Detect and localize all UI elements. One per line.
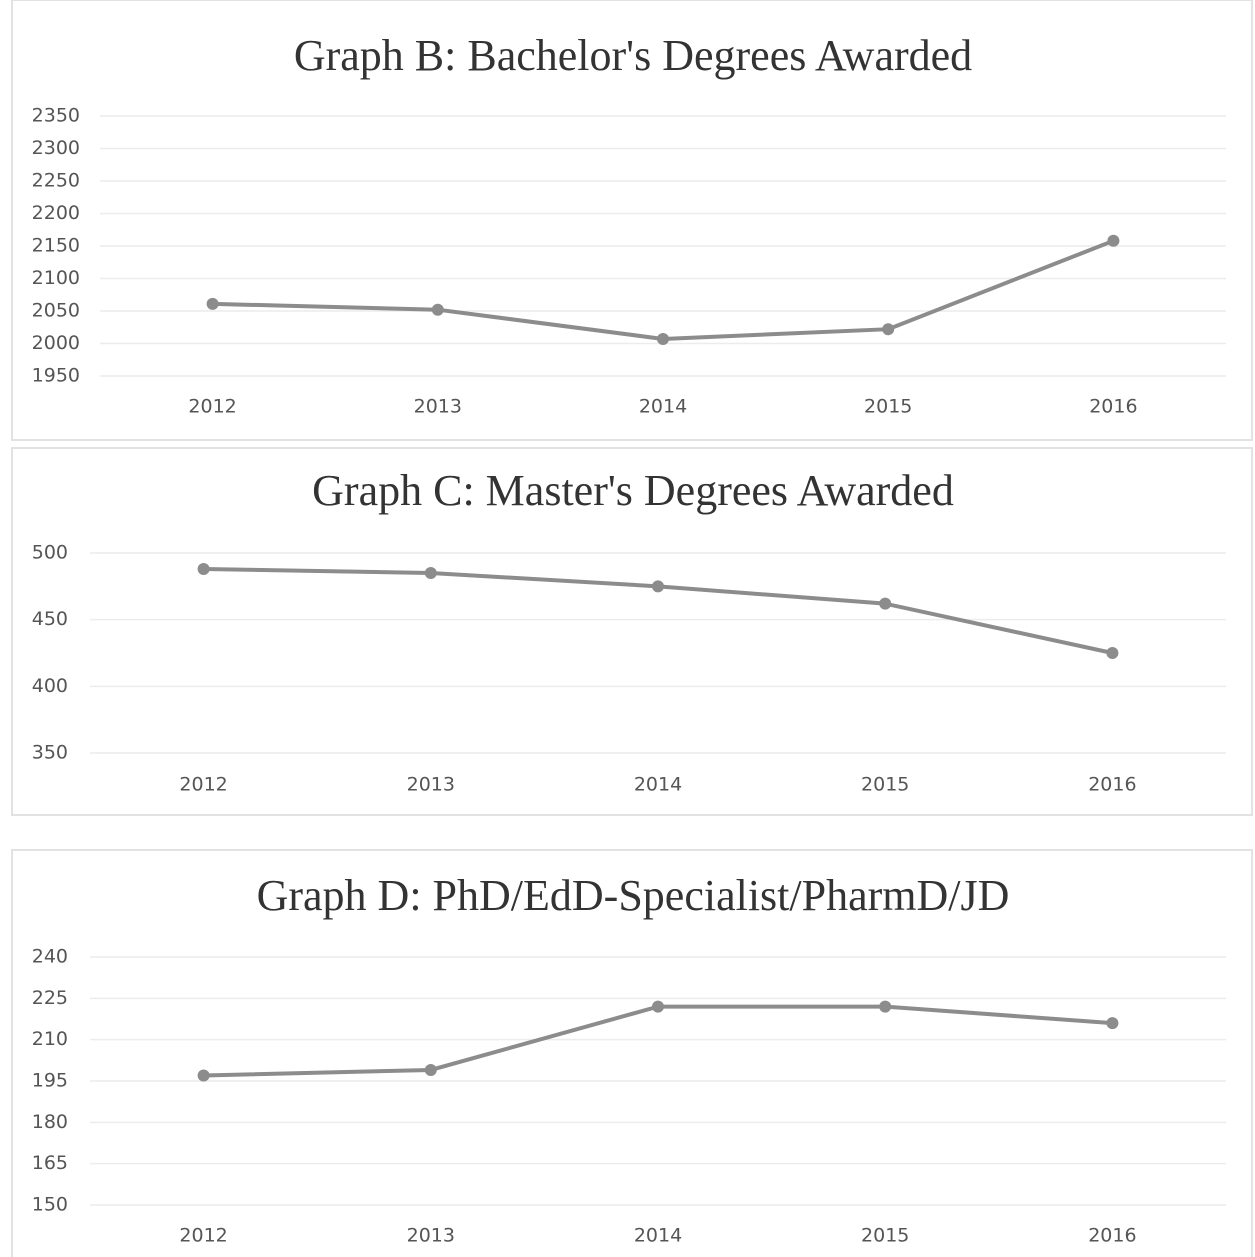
x-tick-label: 2013 <box>407 1225 455 1247</box>
y-tick-label: 195 <box>32 1070 68 1092</box>
data-point <box>657 332 669 345</box>
x-tick-label: 2016 <box>1088 1225 1136 1247</box>
panel <box>11 0 1253 441</box>
panel <box>11 849 1253 1257</box>
y-tick-label: 150 <box>32 1194 68 1216</box>
data-point <box>424 567 437 579</box>
x-tick-label: 2012 <box>188 396 236 418</box>
x-tick-label: 2014 <box>639 396 687 418</box>
x-tick-label: 2012 <box>179 1225 227 1247</box>
x-tick-label: 2013 <box>407 774 455 796</box>
y-tick-label: 180 <box>32 1111 68 1133</box>
y-tick-label: 1950 <box>32 365 80 387</box>
y-tick-label: 240 <box>32 946 68 968</box>
chart-title: Graph D: PhD/EdD-Specialist/PharmD/JD <box>257 871 1010 920</box>
x-tick-label: 2014 <box>634 774 682 796</box>
x-tick-label: 2015 <box>864 396 912 418</box>
y-tick-label: 2000 <box>32 332 80 354</box>
data-point <box>652 1000 664 1013</box>
y-tick-label: 2250 <box>32 170 80 192</box>
y-tick-label: 450 <box>32 608 68 630</box>
chart-title: Graph B: Bachelor's Degrees Awarded <box>294 31 972 80</box>
data-point <box>206 297 219 310</box>
data-point <box>1106 647 1119 659</box>
chart-title: Graph C: Master's Degrees Awarded <box>312 466 954 515</box>
y-tick-label: 400 <box>32 675 68 697</box>
data-point <box>652 580 664 593</box>
data-point <box>431 303 444 316</box>
data-point <box>1107 234 1120 247</box>
x-tick-label: 2015 <box>861 774 909 796</box>
y-tick-label: 2200 <box>32 202 80 224</box>
y-tick-label: 225 <box>32 987 68 1009</box>
y-tick-label: 210 <box>32 1028 68 1050</box>
y-tick-label: 2100 <box>32 267 80 289</box>
x-tick-label: 2015 <box>861 1225 909 1247</box>
data-point <box>1106 1017 1119 1030</box>
x-tick-label: 2016 <box>1088 774 1136 796</box>
y-tick-label: 2300 <box>32 137 80 159</box>
y-tick-label: 500 <box>32 542 68 564</box>
y-tick-label: 2050 <box>32 300 80 322</box>
panel <box>11 447 1253 816</box>
x-tick-label: 2016 <box>1089 396 1137 418</box>
y-tick-label: 165 <box>32 1152 68 1174</box>
y-tick-label: 2150 <box>32 235 80 257</box>
data-point <box>879 597 892 610</box>
x-tick-label: 2014 <box>634 1225 682 1247</box>
data-point <box>424 1063 437 1076</box>
data-point <box>879 1000 892 1013</box>
x-tick-label: 2013 <box>414 396 462 418</box>
data-point <box>882 323 895 336</box>
data-point <box>197 563 210 575</box>
data-point <box>197 1069 210 1082</box>
x-tick-label: 2012 <box>179 774 227 796</box>
y-tick-label: 350 <box>32 742 68 764</box>
y-tick-label: 2350 <box>32 105 80 127</box>
